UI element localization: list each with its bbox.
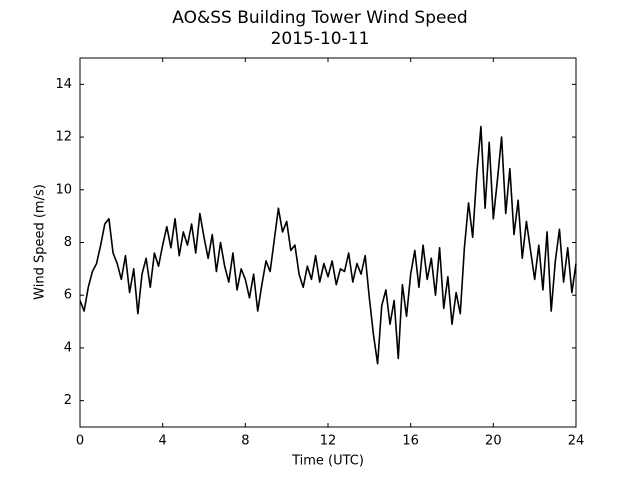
y-tick-label: 14 xyxy=(55,77,72,92)
x-tick-label: 8 xyxy=(241,434,249,449)
y-tick-label: 12 xyxy=(55,130,72,145)
x-axis-label: Time (UTC) xyxy=(291,454,364,469)
data-line xyxy=(79,125,577,365)
chart-title: AO&SS Building Tower Wind Speed xyxy=(172,8,467,28)
x-tick-label: 24 xyxy=(568,434,585,449)
y-tick-label: 4 xyxy=(64,340,72,355)
x-tick-label: 20 xyxy=(485,434,502,449)
y-axis-label: Wind Speed (m/s) xyxy=(33,184,48,300)
y-tick-label: 8 xyxy=(64,235,72,250)
x-tick-label: 0 xyxy=(76,434,84,449)
x-tick-label: 16 xyxy=(402,434,419,449)
chart-subtitle: 2015-10-11 xyxy=(271,29,370,49)
y-tick-label: 10 xyxy=(55,182,72,197)
x-tick-label: 4 xyxy=(159,434,167,449)
y-tick-label: 2 xyxy=(64,393,72,408)
x-tick-label: 12 xyxy=(320,434,337,449)
y-tick-label: 6 xyxy=(64,288,72,303)
